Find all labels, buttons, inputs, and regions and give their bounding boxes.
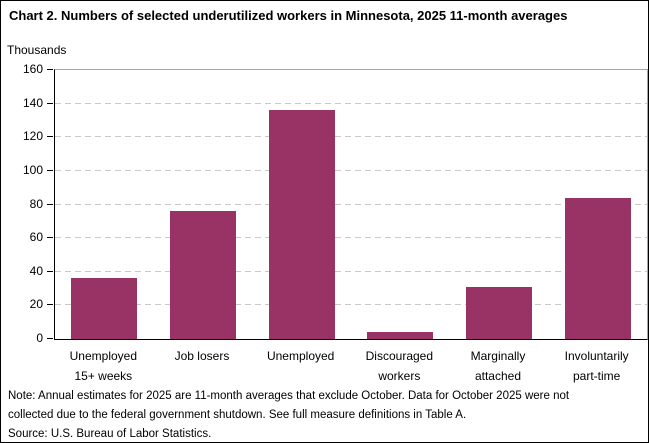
y-tick-mark — [47, 102, 53, 104]
bar-marginally-attached — [466, 286, 532, 339]
bar-job-losers — [170, 211, 236, 339]
y-tick-label: 80 — [29, 196, 43, 211]
gridline — [55, 237, 647, 239]
y-tick-label: 120 — [22, 129, 43, 144]
plot-area — [54, 69, 648, 340]
gridline — [55, 304, 647, 306]
chart-title: Chart 2. Numbers of selected underutiliz… — [9, 8, 568, 23]
y-tick-mark — [47, 203, 53, 205]
gridline — [55, 203, 647, 205]
y-tick-label: 0 — [36, 331, 43, 345]
x-tick-label-line: 15+ weeks — [74, 369, 133, 383]
x-tick-label-line: Job losers — [174, 349, 230, 363]
bar-unemployed — [268, 110, 335, 339]
x-tick-label: Job losers — [153, 346, 252, 366]
bar-unemployed-15-weeks — [71, 278, 138, 339]
bar-involuntarily-part-time — [564, 197, 631, 339]
gridline — [55, 102, 647, 104]
y-tick-label: 100 — [22, 162, 43, 177]
x-tick-label-line: Unemployed — [266, 349, 335, 363]
x-tick-label: Involuntarily part-time — [547, 346, 646, 386]
note-line: Note: Annual estimates for 2025 are 11-m… — [8, 390, 570, 402]
x-tick-label: Unemployed 15+ weeks — [54, 346, 153, 386]
x-tick-label-line: part-time — [572, 369, 621, 383]
x-tick-label-line: Marginally — [470, 349, 526, 363]
y-tick-mark — [47, 69, 53, 70]
x-tick-label-line: workers — [378, 369, 421, 383]
y-tick-mark — [47, 338, 53, 339]
y-tick-mark — [47, 270, 53, 272]
gridline — [55, 270, 647, 272]
x-tick-label: Discouraged workers — [350, 346, 449, 386]
note-line: collected due to the federal government … — [8, 409, 467, 421]
x-tick-label-line: Involuntarily — [564, 349, 629, 363]
y-tick-mark — [47, 304, 53, 306]
x-tick-label: Unemployed — [251, 346, 350, 366]
y-tick-mark — [47, 237, 53, 239]
y-tick-label: 140 — [22, 95, 43, 110]
y-tick-mark — [47, 136, 53, 138]
x-axis-labels: Unemployed 15+ weeks Job losers Unemployed D… — [54, 346, 646, 388]
x-tick-label: Marginally attached — [449, 346, 548, 386]
y-tick-mark — [47, 169, 53, 171]
gridline — [55, 136, 647, 138]
y-tick-label: 160 — [22, 62, 43, 76]
y-axis-unit-label: Thousands — [7, 43, 67, 57]
x-tick-label-line: Unemployed — [69, 349, 138, 363]
x-tick-label-line: attached — [474, 369, 521, 383]
chart-notes: Note: Annual estimates for 2025 are 11-m… — [8, 387, 570, 442]
y-tick-label: 20 — [29, 297, 43, 312]
gridline — [55, 169, 647, 171]
x-tick-label-line: Discouraged — [365, 349, 434, 363]
y-tick-label: 60 — [29, 230, 43, 245]
bar-discouraged-workers — [367, 332, 434, 339]
y-tick-label: 40 — [29, 263, 43, 278]
y-axis: 0 20 40 60 80 100 120 140 160 — [1, 62, 54, 345]
source-line: Source: U.S. Bureau of Labor Statistics. — [8, 428, 212, 440]
